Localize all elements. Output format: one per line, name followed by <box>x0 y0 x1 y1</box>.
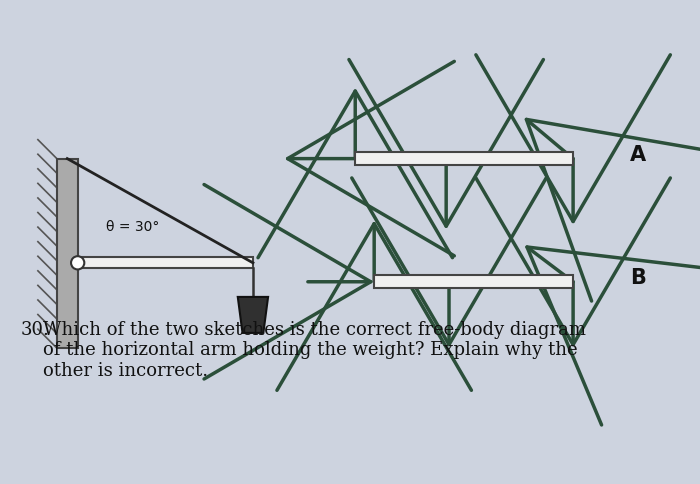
Bar <box>374 275 573 289</box>
Text: of the horizontal arm holding the weight? Explain why the: of the horizontal arm holding the weight… <box>43 341 578 359</box>
Polygon shape <box>238 297 268 333</box>
Text: A: A <box>630 145 646 165</box>
Text: 30.: 30. <box>21 320 50 338</box>
Bar <box>57 159 78 348</box>
Text: B: B <box>630 268 646 287</box>
Bar <box>355 152 573 166</box>
Text: θ = 30°: θ = 30° <box>106 219 160 233</box>
Text: Which of the two sketches is the correct free-body diagram: Which of the two sketches is the correct… <box>43 320 586 338</box>
Circle shape <box>71 257 84 270</box>
Text: other is incorrect.: other is incorrect. <box>43 362 208 379</box>
Bar <box>78 257 253 269</box>
